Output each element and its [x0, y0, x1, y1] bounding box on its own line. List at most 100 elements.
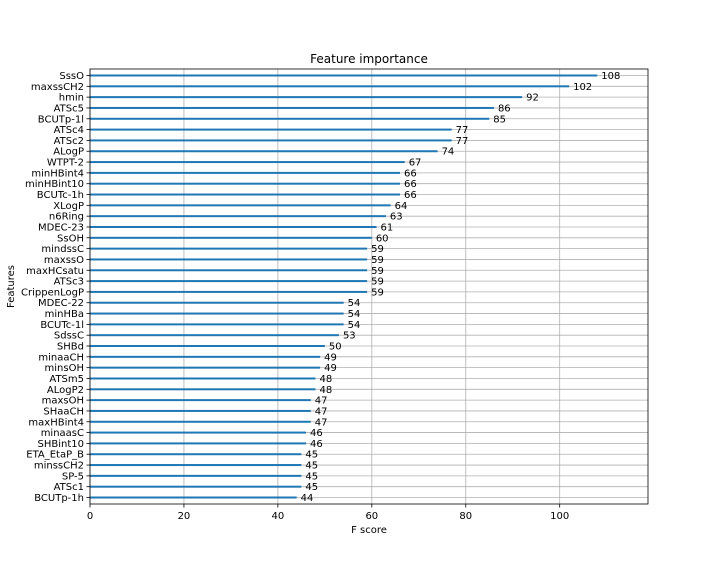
x-tick-label: 20: [178, 511, 191, 522]
data-label-BCUTc-1l: 54: [348, 320, 361, 331]
data-label-minHBa: 54: [348, 309, 361, 320]
bar-mindssC: [90, 247, 368, 250]
y-tick-label-minaasC: minaasC: [41, 428, 84, 439]
y-tick-label-CrippenLogP: CrippenLogP: [21, 287, 84, 298]
data-label-SHaaCH: 47: [315, 406, 328, 417]
y-tick-label-minHBint10: minHBint10: [25, 179, 84, 190]
y-tick-label-maxHBint4: maxHBint4: [28, 417, 84, 428]
data-label-ATSc4: 77: [456, 125, 469, 136]
y-tick-label-ETA_EtaP_B: ETA_EtaP_B: [26, 450, 84, 461]
bar-maxHCsatu: [90, 269, 368, 272]
data-label-SP-5: 45: [305, 471, 318, 482]
x-tick-label: 40: [272, 511, 285, 522]
bar-maxHBint4: [90, 420, 311, 423]
data-label-hmin: 92: [526, 93, 539, 104]
y-tick-label-ATSc3: ATSc3: [54, 277, 84, 288]
bar-XLogP: [90, 204, 391, 207]
bar-ATSc1: [90, 485, 302, 488]
data-label-SsOH: 60: [376, 233, 389, 244]
y-tick-label-BCUTc-1h: BCUTc-1h: [37, 190, 84, 201]
data-label-mindssC: 59: [371, 244, 384, 255]
data-label-CrippenLogP: 59: [371, 287, 384, 298]
bar-SHBint10: [90, 442, 307, 445]
y-tick-label-MDEC-22: MDEC-22: [38, 298, 84, 309]
grid-lines: [89, 69, 648, 504]
data-label-ATSc1: 45: [305, 482, 318, 493]
data-label-WTPT-2: 67: [409, 158, 422, 169]
y-tick-label-hmin: hmin: [59, 93, 84, 104]
bar-BCUTp-1h: [90, 496, 297, 499]
y-tick-label-ATSc5: ATSc5: [54, 103, 84, 114]
bar-minssCH2: [90, 464, 302, 467]
data-label-maxHCsatu: 59: [371, 266, 384, 277]
bar-MDEC-22: [90, 301, 344, 304]
bar-ATSc3: [90, 280, 368, 283]
bar-maxsOH: [90, 399, 311, 402]
y-tick-label-XLogP: XLogP: [53, 201, 84, 212]
x-tick-labels: 0 20 40 60 80 100: [87, 504, 569, 522]
plot-frame: [89, 68, 649, 505]
y-tick-label-BCUTp-1h: BCUTp-1h: [34, 493, 84, 504]
y-tick-label-minaaCH: minaaCH: [38, 352, 84, 363]
data-label-minHBint10: 66: [404, 179, 417, 190]
data-label-BCUTc-1h: 66: [404, 190, 417, 201]
y-tick-label-maxssCH2: maxssCH2: [31, 82, 84, 93]
bar-SHaaCH: [90, 409, 311, 412]
y-tick-label-MDEC-23: MDEC-23: [38, 222, 84, 233]
data-label-XLogP: 64: [395, 201, 408, 212]
data-label-ATSc2: 77: [456, 136, 469, 147]
bar-SHBd: [90, 345, 325, 348]
bar-ATSc2: [90, 139, 452, 142]
data-label-SdssC: 53: [343, 331, 356, 342]
data-label-SHBint10: 46: [310, 439, 323, 450]
data-label-maxHBint4: 47: [315, 417, 328, 428]
bars: [90, 74, 598, 499]
bar-minHBa: [90, 312, 344, 315]
bar-ATSc5: [90, 106, 494, 109]
y-tick-label-ATSm5: ATSm5: [49, 374, 84, 385]
data-label-minssCH2: 45: [305, 461, 318, 472]
y-axis-label: Features: [6, 265, 17, 308]
data-label-minaaCH: 49: [324, 352, 337, 363]
bar-MDEC-23: [90, 225, 377, 228]
y-tick-label-minHBint4: minHBint4: [31, 168, 84, 179]
x-tick-label: 100: [550, 511, 569, 522]
data-label-ATSc5: 86: [498, 103, 511, 114]
data-label-ATSc3: 59: [371, 277, 384, 288]
y-tick-label-mindssC: mindssC: [41, 244, 84, 255]
data-label-maxssO: 59: [371, 255, 384, 266]
bar-minsOH: [90, 366, 321, 369]
data-label-ATSm5: 48: [319, 374, 332, 385]
y-tick-label-minssCH2: minssCH2: [34, 461, 84, 472]
data-label-SssO: 108: [601, 71, 620, 82]
y-tick-label-ATSc1: ATSc1: [54, 482, 84, 493]
chart-title: Feature importance: [310, 52, 428, 66]
y-tick-label-SsOH: SsOH: [57, 233, 84, 244]
bar-BCUTc-1l: [90, 323, 344, 326]
y-tick-label-ATSc2: ATSc2: [54, 136, 84, 147]
bar-maxssCH2: [90, 85, 570, 88]
bar-minHBint4: [90, 171, 400, 174]
bar-BCUTp-1l: [90, 117, 490, 120]
y-tick-label-SHBd: SHBd: [57, 342, 84, 353]
y-tick-label-SssO: SssO: [59, 71, 84, 82]
data-label-ALogP: 74: [442, 147, 455, 158]
y-tick-label-maxssO: maxssO: [44, 255, 84, 266]
y-tick-label-maxsOH: maxsOH: [42, 396, 84, 407]
x-tick-label: 0: [87, 511, 93, 522]
bar-CrippenLogP: [90, 290, 368, 293]
y-tick-label-ATSc4: ATSc4: [54, 125, 84, 136]
x-tick-label: 60: [365, 511, 378, 522]
bar-BCUTc-1h: [90, 193, 400, 196]
x-axis-label: F score: [351, 525, 387, 536]
y-tick-label-BCUTc-1l: BCUTc-1l: [40, 320, 84, 331]
bar-minaaCH: [90, 355, 321, 358]
data-label-maxssCH2: 102: [573, 82, 592, 93]
data-label-maxsOH: 47: [315, 396, 328, 407]
bar-n6Ring: [90, 215, 386, 218]
bar-SsOH: [90, 236, 372, 239]
bar-minHBint10: [90, 182, 400, 185]
bar-WTPT-2: [90, 161, 405, 164]
data-label-ETA_EtaP_B: 45: [305, 450, 318, 461]
y-tick-label-WTPT-2: WTPT-2: [47, 158, 84, 169]
